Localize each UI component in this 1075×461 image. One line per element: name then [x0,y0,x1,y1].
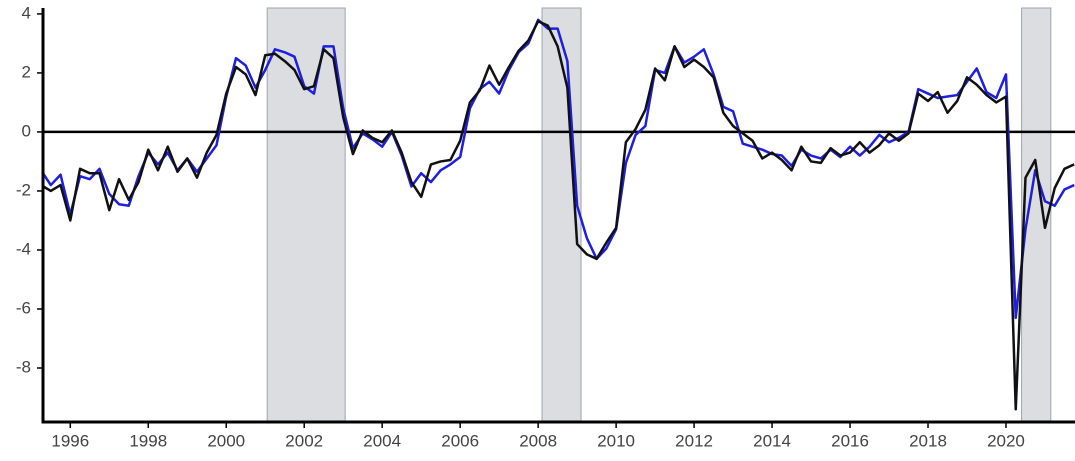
x-tick-label: 1998 [129,431,167,450]
x-tick-label: 2018 [909,431,947,450]
x-tick-label: 2020 [987,431,1025,450]
series-line [43,18,1075,320]
plot-area [43,7,1075,422]
y-tick-label: 4 [22,3,31,22]
x-tick-label: 2000 [207,431,245,450]
shaded-period [1021,7,1052,422]
x-tick-label: 2002 [285,431,323,450]
x-tick-label: 2016 [831,431,869,450]
x-tick-label: 2010 [597,431,635,450]
x-tick-label: 2008 [519,431,557,450]
x-tick-label: 2004 [363,431,401,450]
y-tick-label: -4 [16,239,31,258]
y-tick-label: -6 [16,298,31,317]
y-tick-label: -8 [16,357,31,376]
x-tick-label: 2006 [441,431,479,450]
x-tick-label: 2014 [753,431,791,450]
shaded-period [266,7,346,422]
y-tick-label: 0 [22,121,31,140]
series-line [43,20,1075,411]
x-tick-label: 1996 [51,431,89,450]
y-tick-label: 2 [22,62,31,81]
y-tick-label: -2 [16,180,31,199]
x-tick-label: 2012 [675,431,713,450]
